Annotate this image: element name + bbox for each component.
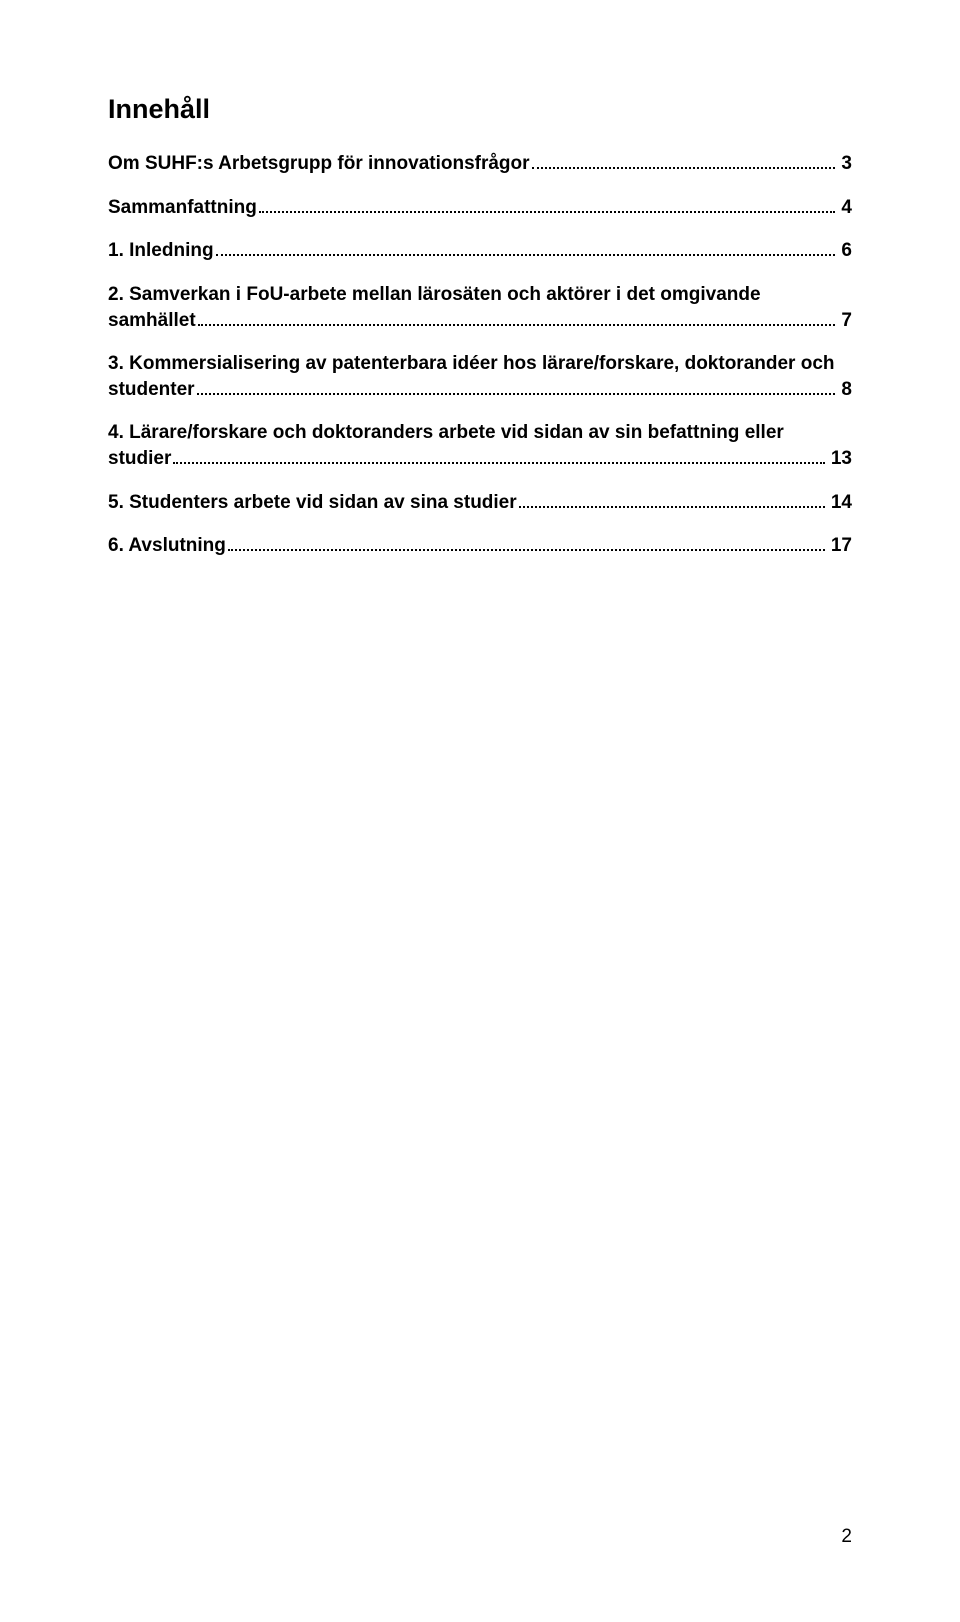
toc-line-continuation: studenter 8	[108, 377, 852, 403]
toc-label: 4. Lärare/forskare och doktoranders arbe…	[108, 420, 784, 446]
toc-entry: 5. Studenters arbete vid sidan av sina s…	[108, 490, 852, 516]
toc-line: 1. Inledning 6	[108, 238, 852, 264]
toc-page-number: 3	[837, 151, 852, 177]
toc-leader-dots	[198, 310, 836, 325]
toc-leader-dots	[259, 197, 836, 212]
toc-label: Sammanfattning	[108, 195, 257, 221]
toc-entry: 4. Lärare/forskare och doktoranders arbe…	[108, 420, 852, 471]
toc-line: 3. Kommersialisering av patenterbara idé…	[108, 351, 852, 377]
table-of-contents: Om SUHF:s Arbetsgrupp för innovationsfrå…	[108, 151, 852, 559]
toc-entry: Sammanfattning 4	[108, 195, 852, 221]
toc-page-number: 6	[837, 238, 852, 264]
toc-entry: 3. Kommersialisering av patenterbara idé…	[108, 351, 852, 402]
toc-entry: 2. Samverkan i FoU-arbete mellan lärosät…	[108, 282, 852, 333]
toc-entry: 1. Inledning 6	[108, 238, 852, 264]
toc-entry: 6. Avslutning 17	[108, 533, 852, 559]
toc-line: 5. Studenters arbete vid sidan av sina s…	[108, 490, 852, 516]
toc-label: samhället	[108, 308, 196, 334]
toc-label: studier	[108, 446, 171, 472]
toc-label: studenter	[108, 377, 195, 403]
toc-line-continuation: samhället 7	[108, 308, 852, 334]
toc-leader-dots	[519, 493, 825, 508]
toc-leader-dots	[228, 536, 825, 551]
doc-title: Innehåll	[108, 94, 852, 125]
toc-label: 1. Inledning	[108, 238, 214, 264]
toc-line: Sammanfattning 4	[108, 195, 852, 221]
toc-label: 2. Samverkan i FoU-arbete mellan lärosät…	[108, 282, 761, 308]
toc-page-number: 14	[827, 490, 852, 516]
document-page: Innehåll Om SUHF:s Arbetsgrupp för innov…	[0, 0, 960, 1622]
toc-entry: Om SUHF:s Arbetsgrupp för innovationsfrå…	[108, 151, 852, 177]
toc-label: Om SUHF:s Arbetsgrupp för innovationsfrå…	[108, 151, 530, 177]
toc-line: 4. Lärare/forskare och doktoranders arbe…	[108, 420, 852, 446]
toc-page-number: 8	[837, 377, 852, 403]
toc-page-number: 4	[837, 195, 852, 221]
toc-label: 3. Kommersialisering av patenterbara idé…	[108, 351, 835, 377]
toc-line: 6. Avslutning 17	[108, 533, 852, 559]
toc-leader-dots	[216, 241, 836, 256]
page-number: 2	[841, 1526, 852, 1548]
toc-label: 6. Avslutning	[108, 533, 226, 559]
toc-line-continuation: studier 13	[108, 446, 852, 472]
toc-leader-dots	[197, 380, 836, 395]
toc-page-number: 7	[837, 308, 852, 334]
toc-line: Om SUHF:s Arbetsgrupp för innovationsfrå…	[108, 151, 852, 177]
toc-label: 5. Studenters arbete vid sidan av sina s…	[108, 490, 517, 516]
toc-leader-dots	[173, 449, 825, 464]
toc-page-number: 13	[827, 446, 852, 472]
toc-page-number: 17	[827, 533, 852, 559]
toc-line: 2. Samverkan i FoU-arbete mellan lärosät…	[108, 282, 852, 308]
toc-leader-dots	[532, 154, 836, 169]
